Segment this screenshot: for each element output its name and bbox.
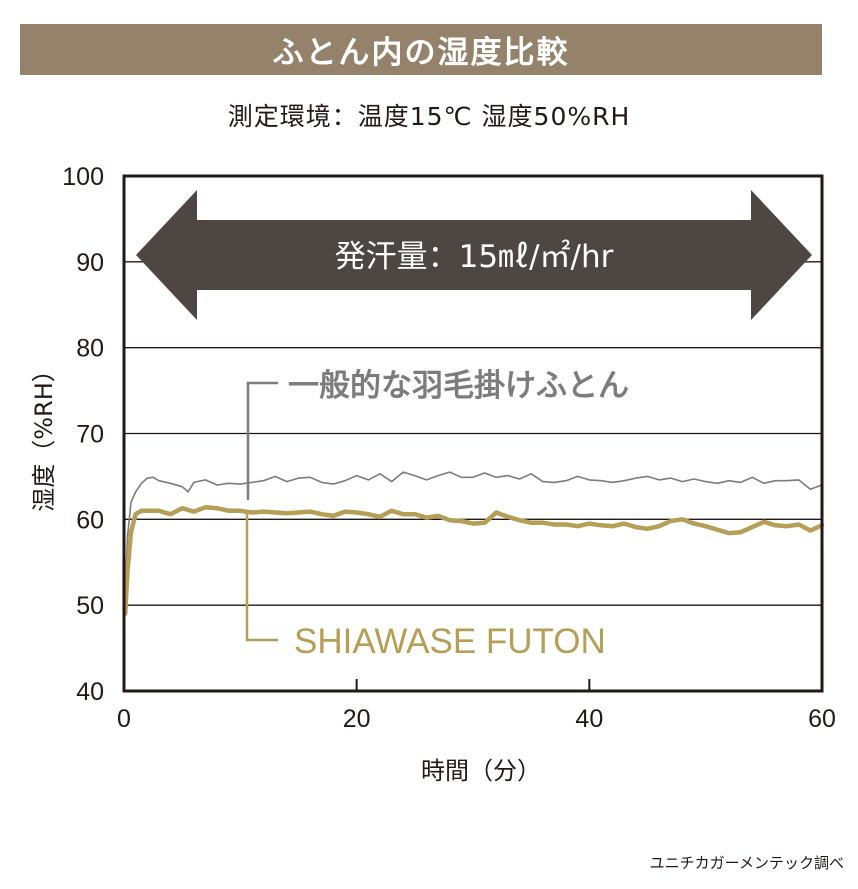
series-line-conventional	[124, 471, 823, 594]
plot-frame	[122, 174, 824, 693]
measurement-conditions: 測定環境：温度15℃ 湿度50%RH	[227, 102, 631, 131]
y-tick-label: 100	[62, 163, 104, 191]
gridlines	[124, 261, 822, 606]
axis-ticks: 40 50 60 70 80 90 100 0 20 40 60	[62, 163, 836, 733]
x-tick-label: 60	[808, 705, 836, 733]
series-label-conventional: 一般的な羽毛掛けふとん	[288, 368, 629, 404]
sweat-rate-label: 発汗量：15㎖/㎡/hr	[335, 239, 614, 275]
title-bar: ふとん内の湿度比較	[20, 24, 822, 75]
y-tick-label: 70	[76, 421, 104, 449]
series-leaders: 一般的な羽毛掛けふとん SHIAWASE FUTON	[245, 368, 629, 661]
double-arrow-icon	[136, 190, 812, 320]
series-label-shiawase: SHIAWASE FUTON	[294, 622, 606, 661]
sweat-rate-arrow: 発汗量：15㎖/㎡/hr	[136, 190, 812, 320]
x-tick-label: 40	[575, 705, 603, 733]
series-lines	[122, 471, 825, 617]
conventional-leader-line	[246, 381, 278, 500]
source-note: ユニチカガーメンテック調べ	[649, 854, 844, 872]
shiawase-leader-line	[245, 510, 278, 642]
x-tick-label: 0	[117, 705, 131, 733]
y-tick-label: 60	[76, 506, 104, 534]
x-axis-label: 時間（分）	[421, 757, 541, 785]
series-line-shiawase	[122, 505, 825, 617]
y-tick-label: 50	[76, 592, 104, 620]
y-axis-label: 湿度（%RH）	[30, 358, 58, 512]
y-tick-label: 40	[76, 678, 104, 706]
chart-title: ふとん内の湿度比較	[272, 35, 570, 71]
x-tick-label: 20	[343, 705, 371, 733]
y-tick-label: 80	[76, 335, 104, 363]
y-tick-label: 90	[76, 249, 104, 277]
